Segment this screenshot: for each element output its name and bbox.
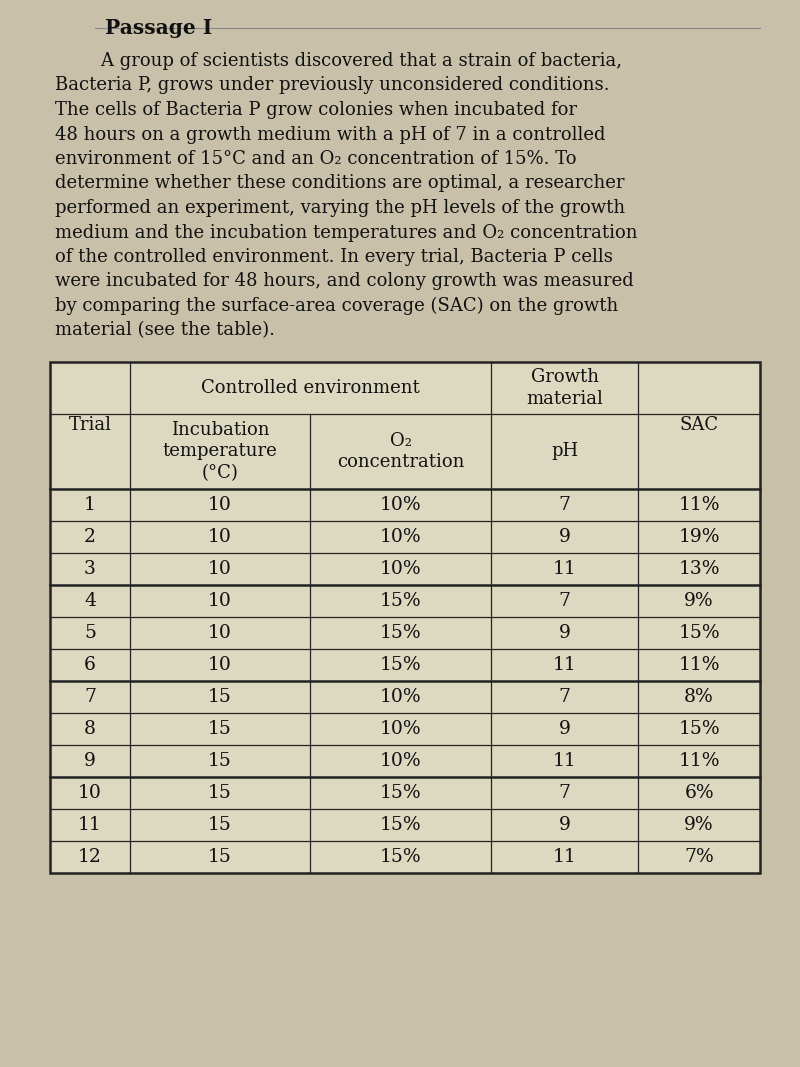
Text: 9: 9: [558, 720, 570, 738]
Text: performed an experiment, varying the pH levels of the growth: performed an experiment, varying the pH …: [55, 200, 625, 217]
Text: 10: 10: [208, 656, 232, 674]
Text: 7%: 7%: [684, 848, 714, 866]
Text: 3: 3: [84, 560, 96, 578]
Text: 6%: 6%: [684, 784, 714, 802]
Text: 8: 8: [84, 720, 96, 738]
Text: 11: 11: [553, 752, 577, 770]
Text: 9: 9: [558, 528, 570, 546]
Text: Trial: Trial: [69, 416, 111, 434]
Text: 10: 10: [208, 624, 232, 642]
Text: 10%: 10%: [380, 752, 422, 770]
Text: 8%: 8%: [684, 688, 714, 706]
Text: 10: 10: [208, 592, 232, 610]
Text: 10: 10: [208, 528, 232, 546]
Text: 15%: 15%: [380, 784, 422, 802]
Text: 12: 12: [78, 848, 102, 866]
Text: 5: 5: [84, 624, 96, 642]
Text: 15%: 15%: [380, 592, 422, 610]
Text: 11%: 11%: [678, 752, 720, 770]
Text: 11%: 11%: [678, 656, 720, 674]
Text: determine whether these conditions are optimal, a researcher: determine whether these conditions are o…: [55, 175, 625, 192]
Text: 11: 11: [553, 560, 577, 578]
Text: 11: 11: [78, 816, 102, 834]
Text: medium and the incubation temperatures and O₂ concentration: medium and the incubation temperatures a…: [55, 223, 638, 241]
Text: environment of 15°C and an O₂ concentration of 15%. To: environment of 15°C and an O₂ concentrat…: [55, 150, 577, 168]
Text: 9: 9: [558, 624, 570, 642]
Text: pH: pH: [551, 443, 578, 461]
Text: 11: 11: [553, 848, 577, 866]
Text: O₂
concentration: O₂ concentration: [337, 432, 465, 472]
Text: 10%: 10%: [380, 720, 422, 738]
Text: 15: 15: [208, 688, 232, 706]
Text: 7: 7: [558, 496, 570, 514]
Text: 11%: 11%: [678, 496, 720, 514]
Bar: [50, 362, 760, 873]
Text: 15: 15: [208, 816, 232, 834]
Text: were incubated for 48 hours, and colony growth was measured: were incubated for 48 hours, and colony …: [55, 272, 634, 290]
Text: 6: 6: [84, 656, 96, 674]
Text: Controlled environment: Controlled environment: [201, 379, 420, 397]
Text: 10: 10: [208, 560, 232, 578]
Text: 7: 7: [84, 688, 96, 706]
Text: 15%: 15%: [678, 720, 720, 738]
Text: by comparing the surface-area coverage (SAC) on the growth: by comparing the surface-area coverage (…: [55, 297, 618, 315]
Text: 10: 10: [78, 784, 102, 802]
Text: 15: 15: [208, 848, 232, 866]
Text: Incubation
temperature
(°C): Incubation temperature (°C): [162, 421, 278, 482]
Text: 15: 15: [208, 784, 232, 802]
Text: 9: 9: [84, 752, 96, 770]
Text: Passage I: Passage I: [105, 18, 212, 38]
Text: The cells of Bacteria P grow colonies when incubated for: The cells of Bacteria P grow colonies wh…: [55, 101, 577, 120]
Text: 4: 4: [84, 592, 96, 610]
Text: 7: 7: [558, 688, 570, 706]
Text: 13%: 13%: [678, 560, 720, 578]
Text: 10%: 10%: [380, 528, 422, 546]
Text: 10%: 10%: [380, 496, 422, 514]
Text: 15%: 15%: [380, 848, 422, 866]
Text: 15%: 15%: [678, 624, 720, 642]
Text: 15: 15: [208, 752, 232, 770]
Text: 2: 2: [84, 528, 96, 546]
Text: 10: 10: [208, 496, 232, 514]
Text: Bacteria P, grows under previously unconsidered conditions.: Bacteria P, grows under previously uncon…: [55, 77, 610, 95]
Text: 15%: 15%: [380, 656, 422, 674]
Text: 19%: 19%: [678, 528, 720, 546]
Text: 10%: 10%: [380, 560, 422, 578]
Text: 10%: 10%: [380, 688, 422, 706]
Text: Growth
material: Growth material: [526, 368, 603, 408]
Text: 9%: 9%: [684, 816, 714, 834]
Text: 7: 7: [558, 592, 570, 610]
Text: 15: 15: [208, 720, 232, 738]
Text: 9%: 9%: [684, 592, 714, 610]
Text: A group of scientists discovered that a strain of bacteria,: A group of scientists discovered that a …: [55, 52, 622, 70]
Text: 11: 11: [553, 656, 577, 674]
Bar: [50, 362, 760, 873]
Text: 48 hours on a growth medium with a pH of 7 in a controlled: 48 hours on a growth medium with a pH of…: [55, 126, 606, 143]
Text: 1: 1: [84, 496, 96, 514]
Text: material (see the table).: material (see the table).: [55, 321, 275, 339]
Text: SAC: SAC: [679, 416, 718, 434]
Text: 15%: 15%: [380, 816, 422, 834]
Text: 7: 7: [558, 784, 570, 802]
Text: of the controlled environment. In every trial, Bacteria P cells: of the controlled environment. In every …: [55, 248, 613, 266]
Text: 15%: 15%: [380, 624, 422, 642]
Text: 9: 9: [558, 816, 570, 834]
